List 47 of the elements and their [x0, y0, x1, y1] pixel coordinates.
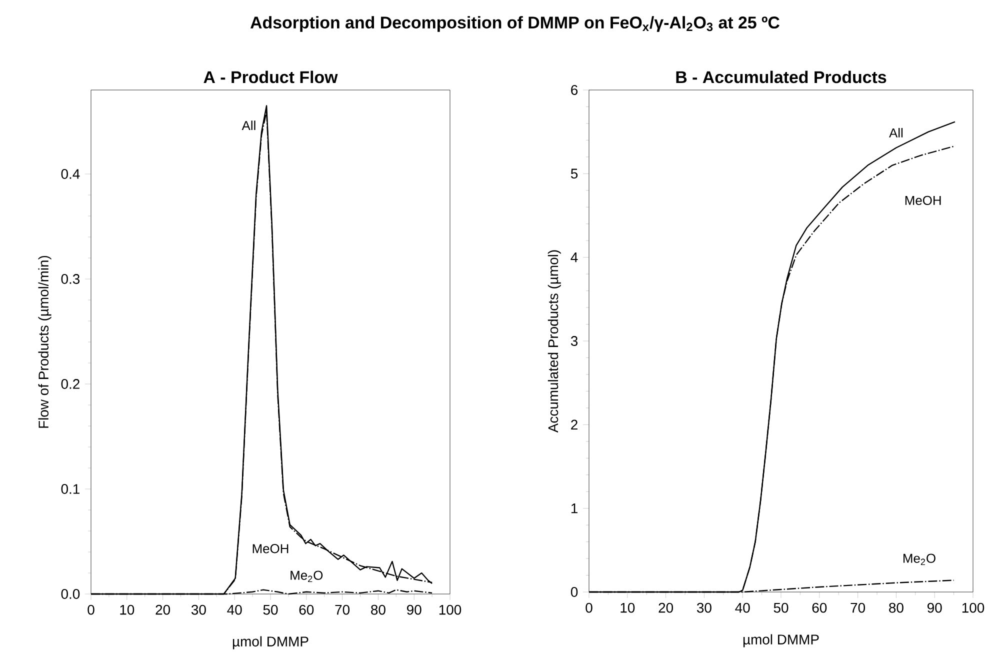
y-tick-label: 0.0 — [61, 589, 80, 599]
annotation: MeOH — [252, 544, 288, 554]
y-tick-label: 6 — [571, 85, 578, 95]
y-tick-label: 0.4 — [61, 169, 80, 179]
x-tick-label: 20 — [156, 604, 170, 615]
y-tick-label: 2 — [571, 420, 578, 430]
y-tick-label: 0.3 — [61, 274, 80, 284]
x-tick-label: 70 — [850, 602, 866, 613]
annotation: All — [889, 128, 903, 138]
y-tick-label: 4 — [570, 252, 578, 262]
x-tick-label: 30 — [191, 604, 206, 615]
y-tick-label: 0 — [570, 587, 578, 597]
x-tick-label: 70 — [335, 604, 350, 615]
x-axis-title: µmol DMMP — [232, 636, 308, 650]
x-tick-label: 30 — [696, 602, 712, 613]
y-tick-label: 5 — [570, 168, 578, 179]
x-tick-label: 40 — [735, 602, 750, 613]
x-tick-label: 0 — [586, 602, 592, 613]
annotation: All — [242, 120, 256, 130]
y-tick-label: 3 — [570, 336, 578, 346]
x-tick-label: 100 — [962, 602, 984, 613]
x-tick-label: 60 — [299, 604, 314, 615]
y-tick-label: 0.1 — [61, 484, 80, 494]
annotation: MeOH — [905, 196, 941, 206]
annotation: Me$_{2}$O — [904, 554, 936, 565]
x-tick-label: 10 — [620, 602, 635, 613]
y-tick-label: 1 — [571, 504, 578, 514]
x-tick-label: 90 — [407, 604, 422, 615]
chart-title: A - Product Flow — [204, 70, 338, 84]
y-axis-title: Flow of Products (µmol/min) — [38, 256, 52, 428]
x-tick-label: 0 — [88, 604, 94, 615]
x-tick-label: 80 — [889, 602, 904, 613]
x-tick-label: 60 — [812, 602, 827, 613]
x-tick-label: 50 — [774, 602, 788, 613]
x-tick-label: 80 — [371, 604, 386, 615]
annotation: Me$_{2}$O — [290, 570, 323, 582]
text: Adsorption and Decomposition of DMMP on FeO$_{x}$/γ-Al$_{2}$O$_{3}$ at 25 ºC — [250, 16, 780, 32]
y-tick-label: 0.2 — [61, 379, 80, 389]
x-tick-label: 40 — [227, 604, 242, 615]
x-tick-label: 50 — [263, 604, 278, 615]
chart-title: B - Accumulated Products — [676, 70, 886, 84]
x-tick-label: 10 — [120, 604, 134, 615]
x-tick-label: 100 — [439, 604, 462, 615]
x-tick-label: 20 — [658, 602, 674, 613]
y-axis-title: Accumulated Products (µmol) — [548, 250, 561, 433]
x-axis-title: µmol DMMP — [743, 634, 819, 648]
x-tick-label: 90 — [928, 602, 942, 613]
